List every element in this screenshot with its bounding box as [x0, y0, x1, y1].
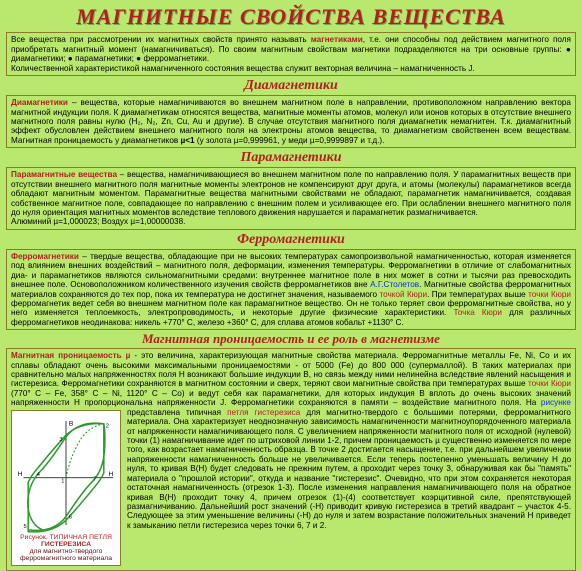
- cap3: для магнитно-твердого: [30, 548, 103, 555]
- axis-H-r: H: [109, 471, 114, 478]
- diamag-box: Диамагнетики – вещества, которые намагни…: [6, 95, 576, 148]
- axis-B: B: [69, 420, 74, 427]
- svg-text:1: 1: [61, 478, 64, 484]
- cap4: ферромагнитного материала: [20, 555, 112, 562]
- ferro-term: Ферромагнетики: [11, 252, 79, 261]
- ferro-kurie2: точки Кюри: [528, 290, 571, 299]
- perm-t1e: представлена типичная: [127, 408, 227, 417]
- perm-hyst: петля гистерезиса: [227, 408, 300, 417]
- hysteresis-figure: B H H 1 2 3 4 5 6 7 Рисунок. ТИПИЧНАЯ ПЕ…: [11, 410, 121, 567]
- intro-box: Все вещества при рассмотрении их магнитн…: [6, 32, 576, 76]
- perm-t1c: (770° C – Fe, 358° C – Ni, 1120° C – Co)…: [11, 389, 571, 407]
- svg-text:7: 7: [93, 476, 96, 482]
- ferromag-box: Ферромагнетики – твердые вещества, облад…: [6, 249, 576, 330]
- diamag-text-c: (у золота µ=0,999961, у меди µ=0,9999897…: [195, 136, 385, 145]
- ferro-t1d: . При температурах выше: [427, 290, 528, 299]
- perm-term: Магнитная проницаемость µ: [11, 351, 130, 360]
- intro-magnetiki: магнетиками: [311, 35, 363, 44]
- paramag-box: Парамагнитные вещества – вещества, намаг…: [6, 167, 576, 230]
- axis-H-l: H: [18, 471, 23, 478]
- perm-kurie: точки Кюри: [528, 379, 571, 388]
- page-title: МАГНИТНЫЕ СВОЙСТВА ВЕЩЕСТВА: [6, 4, 576, 29]
- svg-text:4: 4: [37, 472, 40, 478]
- svg-text:2: 2: [106, 423, 109, 429]
- diamag-term: Диамагнетики: [11, 98, 68, 107]
- cap1: Рисунок. ТИПИЧНАЯ ПЕТЛЯ: [20, 534, 112, 541]
- ferro-stoletov: А.Г.Столетов: [370, 280, 419, 289]
- figure-caption: Рисунок. ТИПИЧНАЯ ПЕТЛЯ ГИСТЕРЕЗИСА для …: [14, 533, 118, 564]
- paramag-term: Парамагнитные вещества: [11, 170, 117, 179]
- ferromag-title: Ферромагнетики: [6, 232, 576, 248]
- intro-text-2: Количественной характеристикой намагниче…: [11, 64, 475, 73]
- svg-text:3: 3: [59, 437, 62, 443]
- perm-t1g: для магнитно-твердого с большими потерям…: [127, 408, 571, 530]
- svg-text:6: 6: [69, 514, 72, 520]
- perm-title: Магнитная проницаемость и ее роль в магн…: [6, 332, 576, 347]
- paramag-title: Парамагнетики: [6, 150, 576, 166]
- diamag-mu: µ<1: [181, 136, 195, 145]
- intro-text-1: Все вещества при рассмотрении их магнитн…: [11, 35, 311, 44]
- paramag-text-2: Алюминий µ=1,000023; Воздух µ=1,00000038…: [11, 217, 185, 226]
- svg-text:5: 5: [23, 524, 26, 530]
- perm-box: Магнитная проницаемость µ - это величина…: [6, 348, 576, 571]
- perm-figref: рисунке: [541, 398, 571, 407]
- ferro-kurie3: Точка Кюри: [453, 308, 501, 317]
- hysteresis-svg: B H H 1 2 3 4 5 6 7: [14, 413, 118, 533]
- cap2: ГИСТЕРЕЗИСА: [41, 541, 91, 548]
- diamag-title: Диамагнетики: [6, 78, 576, 94]
- ferro-kurie1: точкой Кюри: [380, 290, 428, 299]
